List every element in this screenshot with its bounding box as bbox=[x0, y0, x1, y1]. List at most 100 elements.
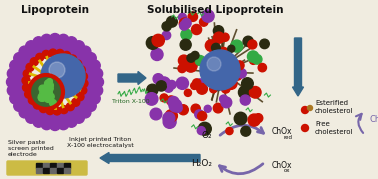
Circle shape bbox=[234, 112, 247, 125]
Circle shape bbox=[43, 90, 49, 95]
Circle shape bbox=[168, 96, 179, 108]
Circle shape bbox=[7, 85, 18, 96]
Circle shape bbox=[242, 78, 253, 89]
Circle shape bbox=[14, 53, 25, 64]
Circle shape bbox=[307, 105, 313, 110]
Circle shape bbox=[167, 16, 177, 27]
Circle shape bbox=[92, 68, 103, 79]
Circle shape bbox=[158, 77, 170, 90]
FancyBboxPatch shape bbox=[7, 161, 87, 175]
Circle shape bbox=[204, 105, 211, 112]
Circle shape bbox=[24, 52, 34, 62]
Circle shape bbox=[165, 110, 177, 122]
Circle shape bbox=[184, 89, 192, 96]
Circle shape bbox=[195, 110, 204, 119]
Circle shape bbox=[260, 39, 269, 49]
Text: ox: ox bbox=[284, 168, 291, 173]
Circle shape bbox=[58, 34, 69, 45]
Circle shape bbox=[39, 111, 48, 121]
Circle shape bbox=[212, 43, 220, 52]
Circle shape bbox=[240, 95, 250, 105]
Circle shape bbox=[248, 51, 259, 62]
Circle shape bbox=[41, 86, 47, 92]
Circle shape bbox=[180, 21, 189, 30]
Circle shape bbox=[46, 107, 54, 115]
Circle shape bbox=[220, 95, 228, 103]
Circle shape bbox=[79, 72, 87, 81]
Circle shape bbox=[179, 18, 191, 29]
Circle shape bbox=[43, 88, 52, 97]
Circle shape bbox=[212, 50, 223, 61]
Text: ChEs: ChEs bbox=[370, 115, 378, 125]
Circle shape bbox=[202, 10, 214, 22]
Text: H₂O₂: H₂O₂ bbox=[191, 158, 212, 168]
Circle shape bbox=[222, 84, 230, 93]
Circle shape bbox=[39, 85, 46, 92]
Circle shape bbox=[45, 95, 51, 102]
Bar bbox=[50, 168, 56, 173]
Circle shape bbox=[151, 49, 163, 61]
Bar bbox=[43, 168, 49, 173]
Text: Silver paste
screen printed
electrode: Silver paste screen printed electrode bbox=[8, 140, 54, 157]
Circle shape bbox=[43, 88, 52, 97]
Circle shape bbox=[164, 83, 173, 92]
Circle shape bbox=[54, 41, 64, 51]
Circle shape bbox=[41, 34, 52, 45]
Circle shape bbox=[178, 13, 186, 21]
Circle shape bbox=[152, 34, 164, 47]
Circle shape bbox=[54, 113, 65, 123]
Circle shape bbox=[228, 45, 235, 52]
Circle shape bbox=[28, 96, 36, 104]
Circle shape bbox=[56, 49, 64, 57]
Circle shape bbox=[184, 60, 197, 72]
Circle shape bbox=[192, 25, 201, 35]
Circle shape bbox=[23, 70, 31, 78]
Circle shape bbox=[258, 64, 266, 72]
Circle shape bbox=[146, 37, 159, 49]
Circle shape bbox=[197, 83, 208, 94]
Circle shape bbox=[191, 82, 198, 90]
Circle shape bbox=[174, 104, 182, 112]
Circle shape bbox=[36, 53, 44, 61]
Circle shape bbox=[69, 46, 79, 56]
Bar bbox=[50, 163, 56, 168]
Circle shape bbox=[63, 51, 71, 59]
Circle shape bbox=[249, 57, 257, 64]
Circle shape bbox=[253, 55, 262, 64]
Circle shape bbox=[73, 41, 84, 52]
Circle shape bbox=[81, 96, 91, 106]
Circle shape bbox=[76, 93, 84, 101]
Circle shape bbox=[30, 58, 38, 66]
Text: Esterified
cholesterol: Esterified cholesterol bbox=[315, 100, 353, 114]
Circle shape bbox=[180, 39, 191, 50]
Circle shape bbox=[38, 93, 47, 101]
Circle shape bbox=[50, 120, 60, 130]
Circle shape bbox=[234, 72, 242, 80]
Circle shape bbox=[29, 75, 63, 109]
Circle shape bbox=[48, 86, 53, 91]
Circle shape bbox=[214, 32, 225, 43]
Circle shape bbox=[70, 107, 79, 117]
Circle shape bbox=[66, 103, 74, 111]
Circle shape bbox=[221, 97, 232, 108]
Circle shape bbox=[156, 81, 166, 91]
Circle shape bbox=[178, 55, 189, 66]
Circle shape bbox=[62, 111, 72, 121]
Circle shape bbox=[33, 116, 44, 127]
Circle shape bbox=[42, 50, 50, 58]
Circle shape bbox=[66, 37, 77, 48]
Circle shape bbox=[212, 81, 222, 91]
Circle shape bbox=[41, 54, 85, 98]
Circle shape bbox=[23, 84, 31, 91]
Circle shape bbox=[43, 89, 48, 94]
Circle shape bbox=[210, 86, 217, 93]
Circle shape bbox=[163, 112, 175, 124]
Circle shape bbox=[84, 88, 94, 98]
Circle shape bbox=[248, 40, 257, 49]
Circle shape bbox=[181, 29, 192, 40]
Text: ChOx: ChOx bbox=[272, 127, 293, 137]
Text: Lipoprotein: Lipoprotein bbox=[21, 5, 89, 15]
Circle shape bbox=[231, 69, 239, 77]
Circle shape bbox=[10, 93, 21, 104]
Circle shape bbox=[62, 43, 71, 53]
